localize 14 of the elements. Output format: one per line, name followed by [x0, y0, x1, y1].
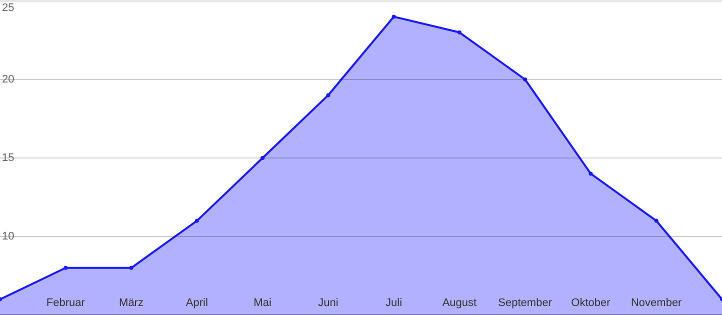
y-tick-label: 10 — [2, 230, 14, 242]
x-tick-label: Mai — [254, 297, 272, 309]
x-tick-label: Juni — [318, 297, 338, 309]
x-tick-label: März — [119, 297, 144, 309]
x-tick-label: Juli — [386, 297, 402, 309]
x-tick-label: April — [186, 297, 208, 309]
y-tick-label: 15 — [2, 152, 14, 164]
x-tick-label: September — [498, 297, 552, 309]
x-tick-label: Oktober — [571, 297, 611, 309]
x-tick-label: November — [630, 297, 682, 309]
y-tick-label: 20 — [2, 73, 14, 86]
y-tick-label: 25 — [2, 2, 14, 14]
x-tick-label: August — [442, 297, 477, 309]
x-tick-label: Februar — [46, 297, 86, 309]
